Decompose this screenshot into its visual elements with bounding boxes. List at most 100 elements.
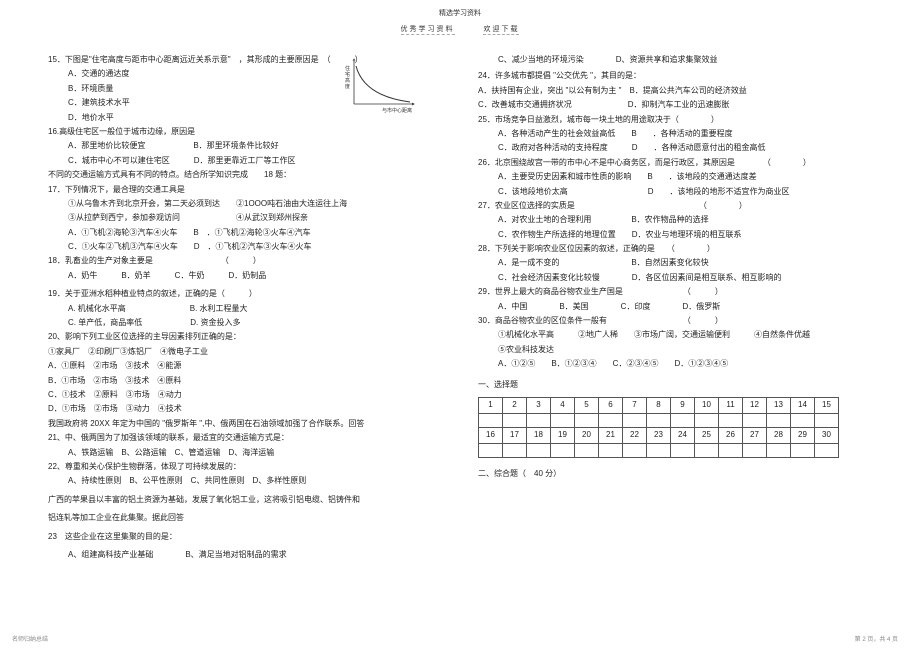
q17-2: ③从拉萨到西宁，参加参观访问 ④从武汉到郑州探亲 [48, 212, 460, 224]
q28: 28．下列关于影响农业区位因素的叙述，正确的是 （ ） [478, 243, 890, 255]
cell: 4 [551, 397, 575, 413]
cell: 24 [671, 427, 695, 443]
q17-1: ①从乌鲁木齐到北京开会，第二天必须到达 ②1OOO吨石油由大连运往上海 [48, 198, 460, 210]
cell: 29 [791, 427, 815, 443]
footer-right: 第 2 页，共 4 页 [855, 634, 898, 643]
doc-header-2b: 欢迎下载 [483, 24, 519, 35]
cell: 18 [527, 427, 551, 443]
cell: 17 [503, 427, 527, 443]
q26-b: C．该地段地价太高 D ．该地段的地形不适宜作为商业区 [478, 186, 890, 198]
cell: 3 [527, 397, 551, 413]
cell: 1 [479, 397, 503, 413]
q21-a: A、铁路运输 B、公路运输 C、管道运输 D、海洋运输 [48, 447, 460, 459]
q20: 20、影响下列工业区位选择的主导因素排列正确的是： [48, 331, 460, 343]
content-columns: 住 宅 高 度 与市中心距离 15．下图是"住宅高度与距市中心距离远近关系示意"… [0, 36, 920, 563]
q28-a: A．是一成不变的 B．自然因素变化较快 [478, 257, 890, 269]
q23-a: A、组建高科技产业基础 B、满足当地对铝制品的需求 [48, 549, 460, 561]
q30-a: ①机械化水平高 ②地广人稀 ③市场广阔，交通运输便利 ④自然条件优越 [478, 329, 890, 341]
doc-header-1: 精选学习资料 [0, 0, 920, 18]
q16-b: C．城市中心不可以建住宅区 D．那里更靠近工厂等工作区 [48, 155, 460, 167]
q23: 23 这些企业在这里集聚的目的是： [48, 531, 460, 543]
cell: 5 [575, 397, 599, 413]
grid-row-2: 16 17 18 19 20 21 22 23 24 25 26 27 28 2… [479, 427, 839, 443]
q19: 19．关于亚洲水稻种植业特点的叙述，正确的是（ ） [48, 288, 460, 300]
q26: 26．北京围绕故宫一带的市中心不是中心商务区，而是行政区，其原因是 （ ） [478, 157, 890, 169]
cell: 6 [599, 397, 623, 413]
q27-a: A．对农业土地的合理利用 B．农作物品种的选择 [478, 214, 890, 226]
cell: 8 [647, 397, 671, 413]
q24-b: C．改善城市交通拥挤状况 D．抑制汽车工业的迅速膨胀 [478, 99, 890, 111]
cell: 25 [695, 427, 719, 443]
footer-left: 名师归纳总结 [12, 634, 48, 643]
q16: 16.高级住宅区一般位于城市边缘，原因是 [48, 126, 460, 138]
cell: 7 [623, 397, 647, 413]
q21: 21、中、俄两国为了加强该领域的联系，最适宜的交通运输方式是： [48, 432, 460, 444]
q22: 22、尊重和关心保护生物群落，体现了可持续发展的： [48, 461, 460, 473]
svg-text:住: 住 [345, 65, 350, 72]
q26-a: A．主要受历史因素和城市性质的影响 B ．该地段的交通通达度差 [478, 171, 890, 183]
cell: 9 [671, 397, 695, 413]
cell: 13 [767, 397, 791, 413]
q24-a: A．扶持国有企业，突出 "以公有制为主 " B．提高公共汽车公司的经济效益 [478, 85, 890, 97]
q19-b: C. 单产低，商品率低 D. 资金投入多 [48, 317, 460, 329]
q25: 25．市场竞争日益激烈，城市每一块土地的用途取决于（ ） [478, 114, 890, 126]
q30: 30．商品谷物农业的区位条件一般有 （ ） [478, 315, 890, 327]
q30-c: A．①②⑤ B．①②③④ C．②③④⑤ D．①②③④⑤ [478, 358, 890, 370]
q25-b: C．政府对各种活动的支持程度 D ．各种活动愿意付出的租金高低 [478, 142, 890, 154]
section-2-title: 二、综合题（ 40 分） [478, 468, 890, 480]
cell: 21 [599, 427, 623, 443]
answer-grid: 1 2 3 4 5 6 7 8 9 10 11 12 13 14 15 16 [478, 397, 839, 458]
q20-1: ①家具厂 ②印刷厂③炼铝厂 ④微电子工业 [48, 346, 460, 358]
cell: 2 [503, 397, 527, 413]
cell: 19 [551, 427, 575, 443]
q20-a: A．①原料 ②市场 ③技术 ④能源 [48, 360, 460, 372]
q21-head: 我国政府将 20XX 年定为中国的 "俄罗斯年 ",中、俄两国在石油领域加强了合… [48, 418, 460, 430]
grid-row-1-blank [479, 413, 839, 427]
cell: 26 [719, 427, 743, 443]
q27-b: C．农作物生产所选择的地理位置 D．农业与地理环境的相互联系 [478, 229, 890, 241]
doc-header-2a: 优秀学习资料 [401, 24, 455, 35]
cell: 10 [695, 397, 719, 413]
q27: 27．农业区位选择的实质是 （ ） [478, 200, 890, 212]
q18: 18．乳畜业的生产对象主要是 （ ） [48, 255, 460, 267]
q25-a: A．各种活动产生的社会效益高低 B ．各种活动的重要程度 [478, 128, 890, 140]
q17-head: 不同的交通运输方式具有不同的特点。结合所学知识完成 18 题： [48, 169, 460, 181]
cell: 22 [623, 427, 647, 443]
q24: 24．许多城市都提倡 "公交优先 "，其目的是： [478, 70, 890, 82]
cell: 15 [815, 397, 839, 413]
q23-c: C、减少当地的环境污染 D、资源共享和追求集聚效益 [478, 54, 890, 66]
svg-text:度: 度 [345, 83, 350, 90]
left-column: 住 宅 高 度 与市中心距离 15．下图是"住宅高度与距市中心距离远近关系示意"… [48, 54, 460, 563]
right-column: C、减少当地的环境污染 D、资源共享和追求集聚效益 24．许多城市都提倡 "公交… [478, 54, 890, 563]
q22-a: A、持续性原则 B、公平性原则 C、共同性原则 D、多样性原则 [48, 475, 460, 487]
q17-b: C．①火车②飞机③汽车④火车 D ．①飞机②汽车③火车④火车 [48, 241, 460, 253]
para1: 广西的苹果县以丰富的铝土资源为基础，发展了氧化铝工业，这将吸引铝电缆、铝铸件和 [48, 494, 460, 506]
svg-text:宅: 宅 [345, 71, 350, 78]
q20-d: D．①市场 ②市场 ③动力 ④技术 [48, 403, 460, 415]
para2: 铝连轧等加工企业在此集聚。据此回答 [48, 512, 460, 524]
cell: 16 [479, 427, 503, 443]
q16-a: A．那里地价比较便宜 B．那里环境条件比较好 [48, 140, 460, 152]
q20-c: C．①技术 ②原料 ③市场 ④动力 [48, 389, 460, 401]
q17: 17．下列情况下，最合理的交通工具是 [48, 184, 460, 196]
cell: 14 [791, 397, 815, 413]
grid-row-2-blank [479, 443, 839, 457]
q17-a: A．①飞机②海轮③汽车④火车 B ．①飞机②海轮③火车④汽车 [48, 227, 460, 239]
q29: 29．世界上最大的商品谷物农业生产国是 （ ） [478, 286, 890, 298]
cell: 28 [767, 427, 791, 443]
height-distance-chart: 住 宅 高 度 与市中心距离 [342, 56, 420, 114]
cell: 23 [647, 427, 671, 443]
grid-row-1: 1 2 3 4 5 6 7 8 9 10 11 12 13 14 15 [479, 397, 839, 413]
q28-b: C．社会经济因素变化比较慢 D．各区位因素间是相互联系、相互影响的 [478, 272, 890, 284]
q19-a: A. 机械化水平高 B. 水利工程量大 [48, 303, 460, 315]
q29-a: A．中国 B．美国 C．印度 D．俄罗斯 [478, 301, 890, 313]
svg-text:高: 高 [345, 77, 350, 84]
q18-a: A．奶牛 B．奶羊 C．牛奶 D．奶制品 [48, 270, 460, 282]
cell: 12 [743, 397, 767, 413]
cell: 11 [719, 397, 743, 413]
q30-b: ⑤农业科技发达 [478, 344, 890, 356]
cell: 27 [743, 427, 767, 443]
cell: 30 [815, 427, 839, 443]
section-1-title: 一、选择题 [478, 379, 890, 391]
q20-b: B．①市场 ②市场 ③技术 ④原料 [48, 375, 460, 387]
